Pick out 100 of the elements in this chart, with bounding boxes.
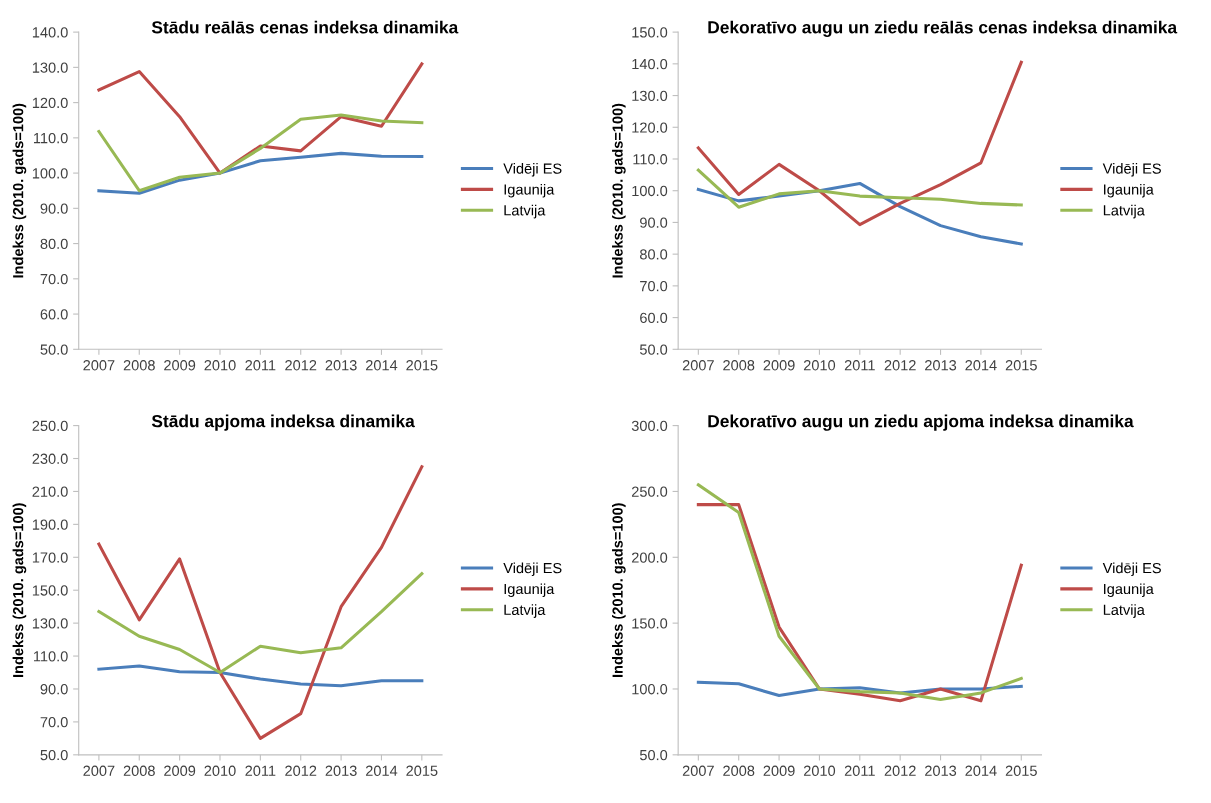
x-tick-label: 2013 (925, 765, 957, 776)
legend-label: Igaunija (1104, 583, 1154, 597)
x-tick-label: 2008 (723, 360, 755, 371)
x-tick-label: 2015 (1005, 765, 1037, 776)
x-tick-label: 2008 (123, 360, 155, 371)
y-tick-label: 90.0 (640, 217, 668, 228)
y-tick-label: 150.0 (632, 618, 668, 629)
y-tick-label: 80.0 (640, 249, 668, 260)
y-tick-label: 60.0 (40, 309, 68, 320)
line-series (97, 151, 424, 195)
y-tick-label: 70.0 (40, 273, 68, 285)
y-tick-label: 90.0 (40, 684, 68, 695)
x-tick-label: 2012 (884, 360, 916, 371)
y-axis-title: Indekss (2010. gads=100) (612, 103, 626, 278)
legend-label: Latvija (1103, 204, 1145, 219)
chart-title: Dekoratīvo augu un ziedu apjoma indeksa dinamika (708, 414, 1134, 431)
y-tick-label: 100.0 (32, 168, 68, 179)
y-tick-label: 90.0 (40, 203, 68, 214)
legend-label: Igaunija (1104, 183, 1154, 198)
chart-title: Stādu apjoma indeksa dinamika (151, 414, 415, 431)
x-tick-label: 2015 (406, 765, 438, 776)
y-tick-label: 60.0 (640, 312, 668, 324)
y-tick-label: 50.0 (639, 344, 668, 355)
y-tick-label: 70.0 (640, 280, 668, 292)
x-tick-label: 2012 (285, 765, 317, 776)
y-tick-label: 230.0 (32, 453, 68, 464)
y-tick-label: 140.0 (632, 58, 668, 70)
y-tick-label: 130.0 (632, 90, 668, 101)
legend-label: Igaunija (504, 583, 555, 597)
x-tick-label: 2014 (365, 765, 398, 776)
x-tick-label: 2014 (365, 360, 398, 371)
y-tick-label: 250.0 (631, 486, 668, 497)
x-tick-label: 2013 (325, 360, 357, 371)
x-tick-label: 2015 (1005, 360, 1037, 371)
y-tick-label: 100.0 (632, 684, 668, 695)
legend-label: Latvija (504, 604, 546, 618)
y-tick-label: 110.0 (633, 154, 668, 165)
y-tick-label: 110.0 (34, 132, 68, 144)
y-tick-label: 80.0 (40, 238, 68, 249)
y-tick-label: 150.0 (32, 585, 68, 596)
x-tick-label: 2008 (723, 765, 755, 776)
legend-label: Vidēji ES (1102, 562, 1161, 577)
y-tick-label: 130.0 (32, 618, 68, 629)
chart-title: Dekoratīvo augu un ziedu reālās cenas indeksa dinamika (708, 20, 1178, 37)
x-tick-label: 2011 (245, 765, 276, 776)
line-series (97, 664, 424, 688)
x-tick-label: 2010 (204, 360, 236, 371)
x-tick-label: 2007 (83, 360, 115, 371)
x-tick-label: 2011 (844, 765, 875, 776)
line-series (696, 60, 1023, 227)
x-tick-label: 2013 (325, 765, 357, 776)
x-tick-label: 2010 (803, 360, 836, 371)
x-tick-label: 2014 (965, 765, 997, 776)
legend-label: Latvija (1103, 604, 1145, 618)
x-tick-label: 2007 (83, 765, 115, 776)
x-tick-label: 2015 (406, 360, 438, 371)
x-tick-label: 2007 (682, 360, 714, 371)
y-tick-label: 50.0 (639, 749, 668, 761)
x-tick-label: 2012 (884, 765, 916, 776)
x-tick-label: 2011 (844, 360, 875, 371)
y-axis-title: Indekss (2010. gads=100) (12, 103, 27, 278)
line-series (97, 465, 424, 740)
x-tick-label: 2009 (164, 765, 196, 776)
x-tick-label: 2012 (285, 360, 317, 371)
legend-label: Igaunija (504, 183, 555, 198)
y-tick-label: 130.0 (32, 62, 68, 73)
y-tick-label: 100.0 (632, 185, 668, 197)
x-tick-label: 2009 (763, 360, 795, 371)
y-tick-label: 200.0 (631, 552, 668, 563)
y-axis-title: Indekss (2010. gads=100) (612, 503, 626, 677)
x-tick-label: 2010 (204, 765, 236, 776)
y-tick-label: 50.0 (40, 749, 68, 761)
y-tick-label: 300.0 (631, 420, 668, 432)
legend-label: Vidēji ES (503, 562, 562, 577)
y-tick-label: 110.0 (34, 651, 68, 662)
x-tick-label: 2011 (245, 360, 276, 371)
x-tick-label: 2007 (682, 765, 714, 776)
y-tick-label: 120.0 (32, 97, 68, 109)
x-tick-label: 2014 (965, 360, 997, 371)
legend-label: Latvija (504, 204, 546, 219)
y-tick-label: 70.0 (40, 717, 68, 728)
line-series (97, 572, 424, 675)
line-series (97, 62, 424, 175)
legend-label: Vidēji ES (503, 163, 562, 177)
y-tick-label: 210.0 (32, 486, 68, 497)
chart-title: Stādu reālās cenas indeksa dinamika (151, 20, 459, 34)
x-tick-label: 2009 (763, 765, 795, 776)
legend-label: Vidēji ES (1102, 163, 1161, 177)
y-tick-label: 120.0 (632, 122, 668, 133)
x-tick-label: 2009 (164, 360, 196, 371)
x-tick-label: 2013 (925, 360, 957, 371)
y-tick-label: 140.0 (32, 27, 68, 38)
y-tick-label: 50.0 (40, 344, 68, 355)
y-tick-label: 150.0 (632, 27, 668, 38)
y-tick-label: 170.0 (32, 552, 68, 563)
y-axis-title: Indekss (2010. gads=100) (12, 503, 27, 677)
x-tick-label: 2008 (123, 765, 155, 776)
line-series (696, 168, 1023, 209)
y-tick-label: 190.0 (32, 519, 68, 530)
y-tick-label: 250.0 (32, 420, 68, 432)
